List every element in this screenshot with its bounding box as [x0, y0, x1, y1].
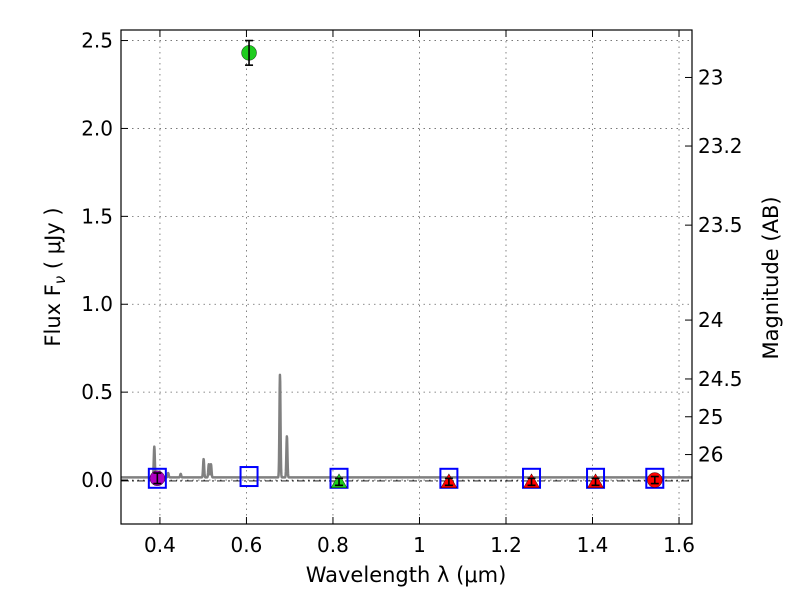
- model-square-marker: [645, 467, 665, 489]
- y-axis-title-units: ( μJy ): [41, 207, 65, 275]
- y-tick-label: 2.0: [81, 116, 113, 140]
- model-square-marker: [239, 466, 259, 488]
- y2-tick-label: 25: [698, 405, 723, 429]
- model-spectrum: [119, 373, 694, 479]
- y-tick-label: 1.0: [81, 292, 113, 316]
- data-markers: [147, 39, 665, 489]
- spectrum-line: [119, 373, 694, 479]
- x-tick-label: 1: [413, 533, 426, 557]
- y2-tick-label: 23: [698, 65, 723, 89]
- grid-lines: [121, 30, 692, 524]
- x-tick-label: 0.6: [231, 533, 263, 557]
- y-tick-label: 0.0: [81, 468, 113, 492]
- y2-tick-label: 24.5: [698, 367, 743, 391]
- y-tick-label: 2.5: [81, 29, 113, 53]
- y2-tick-label: 26: [698, 443, 723, 467]
- x-axis-title: Wavelength λ (μm): [306, 563, 507, 587]
- y2-tick-label: 23.5: [698, 213, 743, 237]
- y-tick-label: 1.5: [81, 204, 113, 228]
- plot-frame: [120, 29, 693, 525]
- model-square-marker: [147, 467, 167, 489]
- y2-tick-label: 23.2: [698, 134, 743, 158]
- x-tick-label: 0.4: [144, 533, 176, 557]
- y-axis-title-sub: ν: [51, 276, 69, 284]
- x-tick-label: 0.8: [317, 533, 349, 557]
- y-axis-title: Flux Fν ( μJy ): [41, 207, 69, 346]
- y-axis-title-main: Flux F: [41, 284, 65, 346]
- y2-tick-label: 24: [698, 308, 723, 332]
- x-tick-label: 1.4: [577, 533, 609, 557]
- axis-ticks: 0.4 0.6 0.8 1 1.2 1.4 1.6 0.0 0.5 1.0 1.5 2.0 2.5 23 2…: [81, 29, 742, 557]
- y-tick-label: 0.5: [81, 380, 113, 404]
- y2-axis-title: Magnitude (AB): [759, 196, 783, 359]
- x-tick-label: 1.6: [663, 533, 695, 557]
- x-tick-label: 1.2: [490, 533, 522, 557]
